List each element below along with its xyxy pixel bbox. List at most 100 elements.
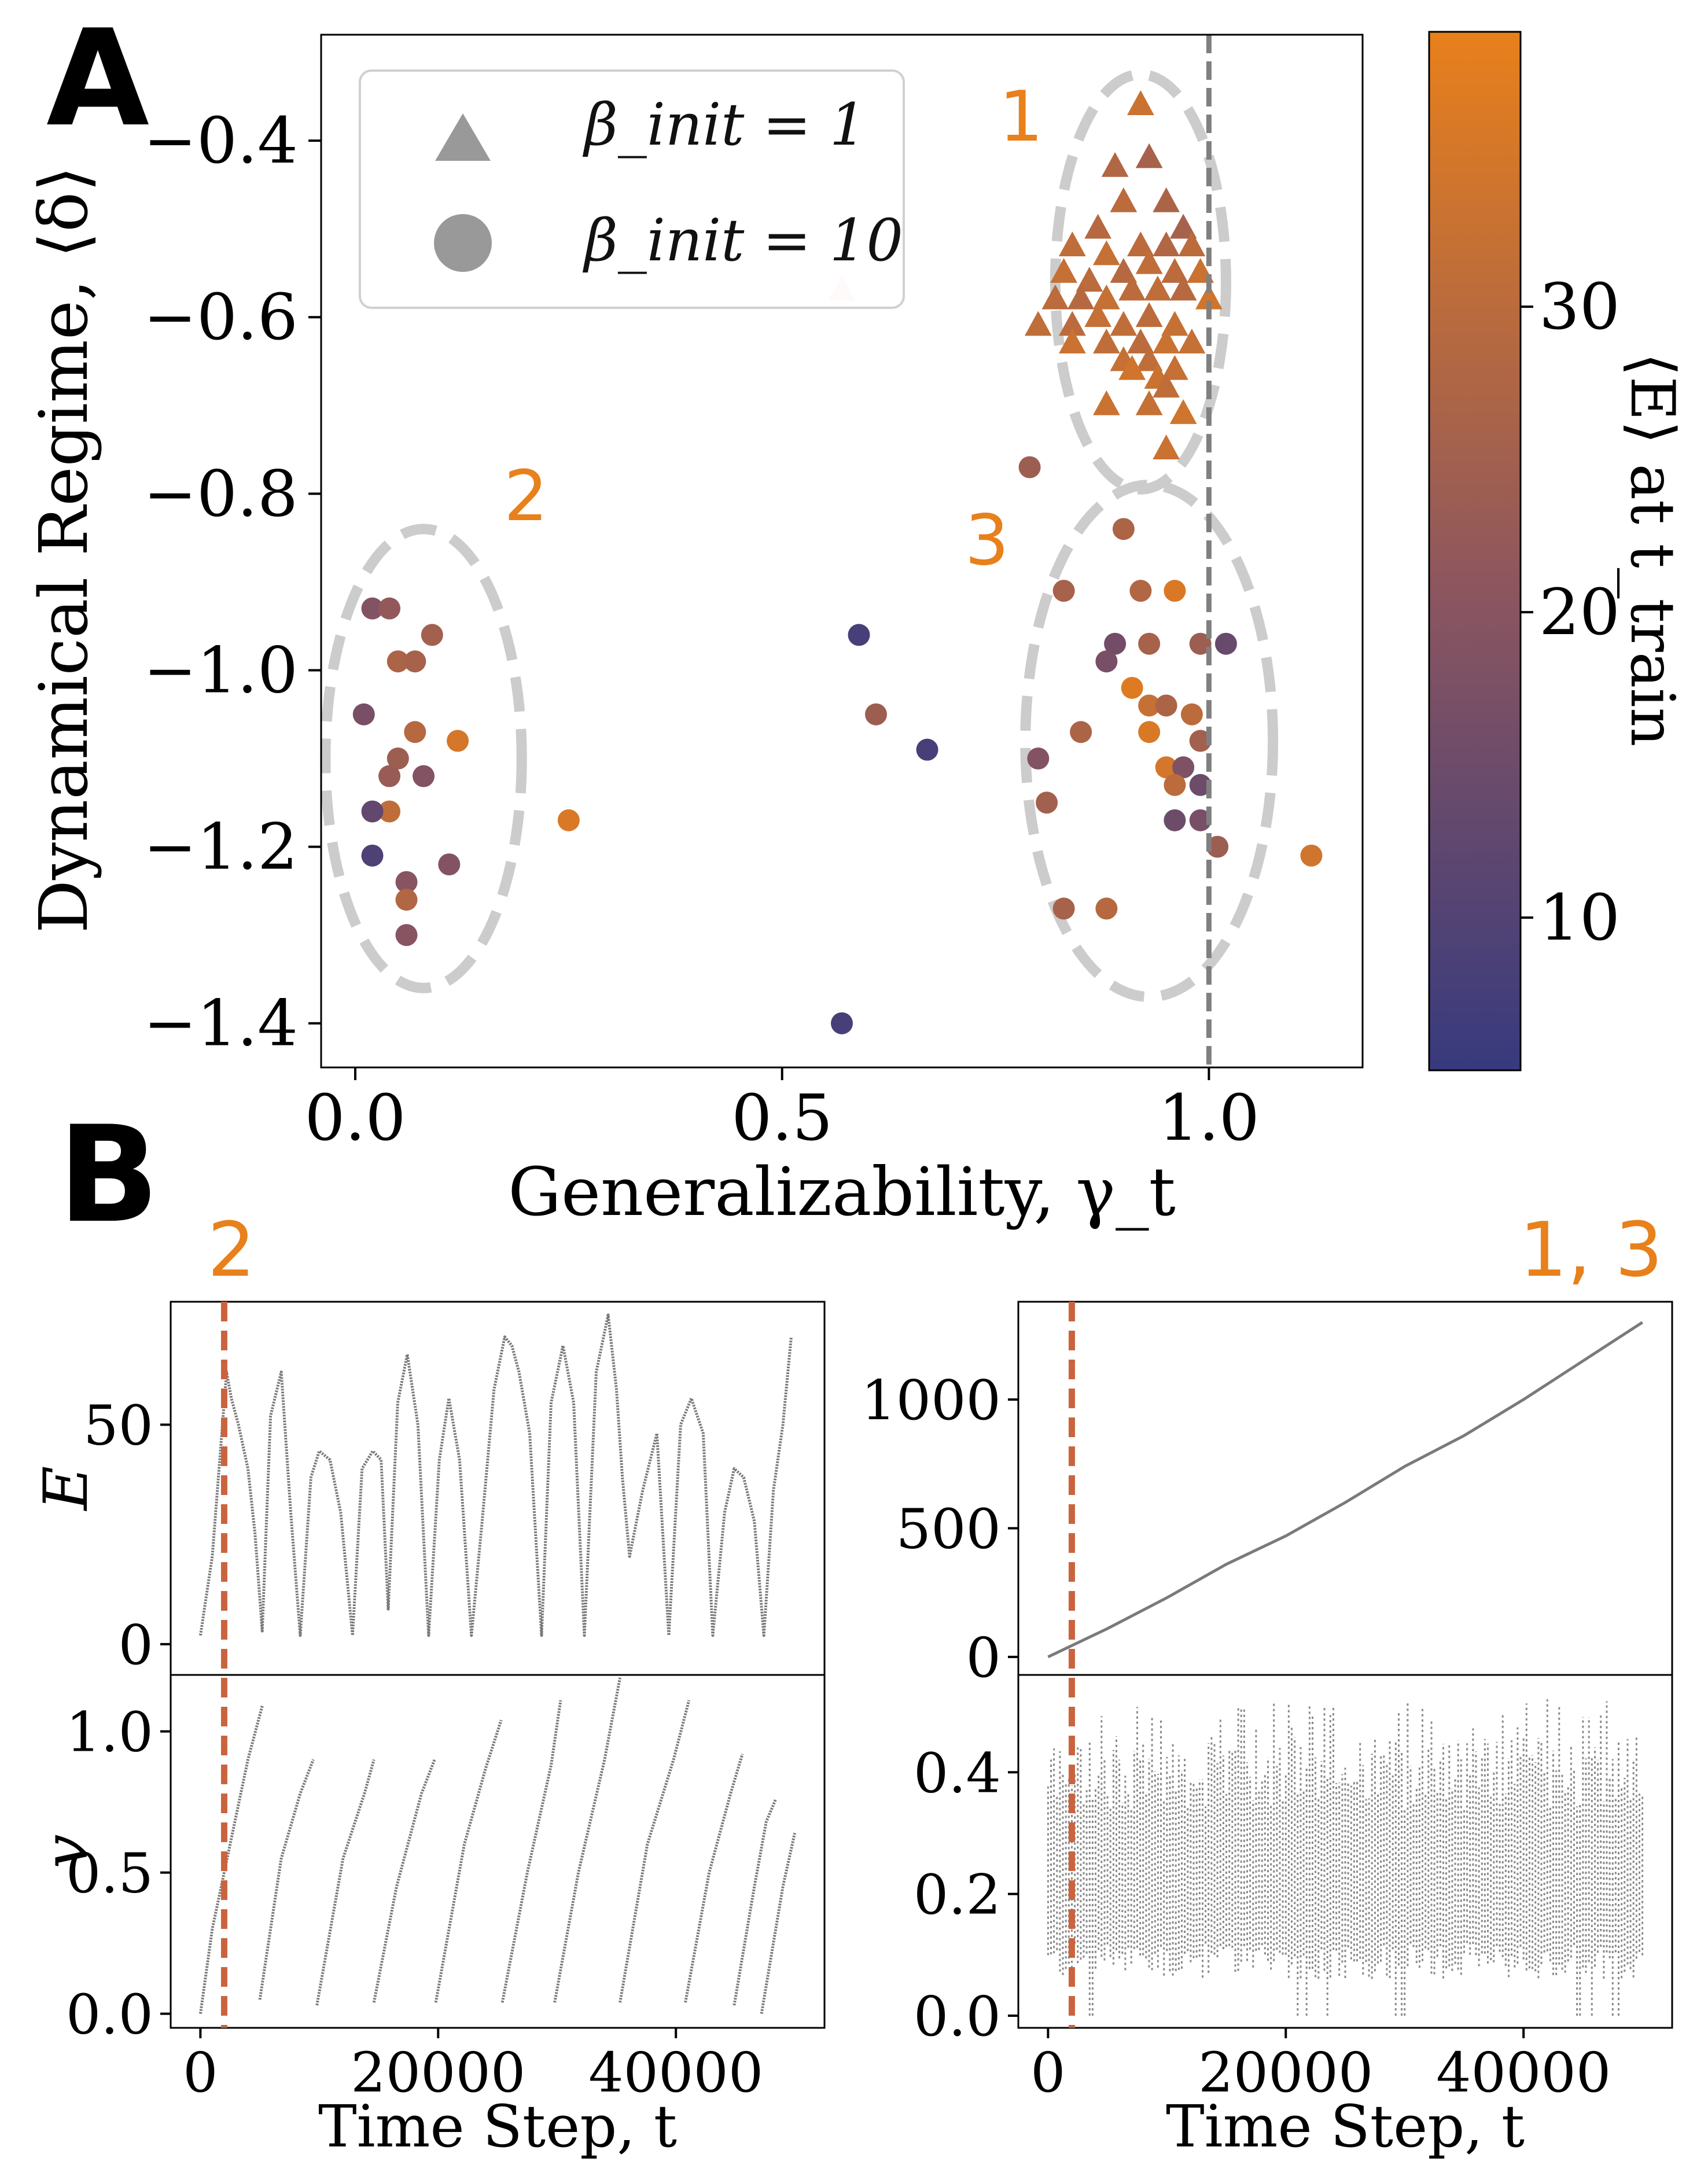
circle-point-43: [1164, 774, 1186, 796]
br-x-tick-label-1: 20000: [1198, 2041, 1373, 2105]
legend-triangle-marker: [435, 113, 491, 161]
circle-point-28: [1104, 632, 1127, 655]
circle-point-33: [1121, 676, 1143, 699]
br-bottom-y-tick-label-1: 0.2: [914, 1864, 1001, 1927]
circle-point-14: [438, 853, 461, 876]
velocity-segment-6: [553, 1677, 622, 2003]
region-ellipse-3: [1020, 480, 1279, 1002]
triangle-point-21: [1118, 275, 1146, 301]
circle-point-48: [1206, 835, 1229, 858]
circle-point-11: [378, 800, 401, 823]
velocity-band-right: [1047, 1699, 1644, 2016]
circle-point-10: [413, 765, 435, 787]
triangle-point-22: [1144, 275, 1172, 301]
triangle-point-41: [1153, 373, 1180, 398]
circle-point-9: [378, 765, 401, 787]
legend-box: [359, 69, 905, 309]
circle-point-18: [557, 809, 580, 831]
x-axis-label-br: Time Step, t: [1166, 2093, 1525, 2160]
axis-ticks-a: 0.0 0.5 1.0 −0.4 −0.6 −0.8 −1.0 −1.2 −1.4: [143, 104, 1260, 1155]
circle-point-35: [1155, 694, 1177, 717]
circle-point-44: [1027, 747, 1050, 770]
axes-frame-bl-bottom: [170, 1674, 826, 2029]
br-bottom-y-tick-label-0: 0.0: [914, 1985, 1001, 2049]
triangle-point-45: [1153, 434, 1180, 459]
circle-point-22: [831, 1012, 853, 1034]
circle-point-16: [395, 889, 418, 911]
circle-point-42: [1189, 774, 1212, 796]
region-label-3: 3: [965, 500, 1009, 581]
triangle-point-44: [1169, 399, 1197, 424]
circle-point-12: [361, 800, 384, 823]
circle-point-8: [386, 747, 409, 770]
axis-ticks-br: 0 20000 40000 0 500 1000 0.0 0.2 0.4: [861, 1369, 1611, 2105]
triangle-point-34: [1153, 328, 1180, 353]
region-label-2: 2: [504, 456, 548, 537]
circle-point-6: [404, 721, 426, 743]
circle-point-26: [1129, 580, 1152, 602]
triangle-point-42: [1092, 390, 1120, 415]
triangle-point-5: [1084, 213, 1112, 239]
axis-ticks-bl: 0 20000 40000 0 50 0.0 0.5 1.0: [66, 1394, 763, 2105]
br-bottom-y-tick-label-2: 0.4: [914, 1741, 1001, 1805]
circle-point-25: [1052, 580, 1075, 602]
circle-point-17: [395, 924, 418, 947]
triangle-point-18: [1041, 284, 1069, 310]
triangle-point-35: [1178, 328, 1206, 353]
circle-point-0: [361, 597, 384, 620]
triangle-point-11: [1178, 231, 1206, 257]
x-tick-label-a-1: 0.5: [731, 1081, 833, 1155]
triangle-point-43: [1135, 390, 1163, 415]
y-tick-label-a-4: −1.2: [143, 810, 298, 884]
axes-frame-a: [320, 34, 1364, 1069]
region-labels: 1 2 3: [504, 77, 1043, 581]
scatter-panel-a: 0.0 0.5 1.0 −0.4 −0.6 −0.8 −1.0 −1.2 −1.4 1 2 3 β_…: [25, 31, 1688, 1231]
velocity-segment-5: [500, 1700, 562, 2003]
velocity-segment-2: [315, 1759, 376, 2006]
colorbar-tick-label-1: 20: [1539, 575, 1620, 649]
triangle-point-3: [1110, 187, 1138, 212]
energy-line-right: [1047, 1321, 1643, 1659]
triangle-point-15: [1135, 249, 1163, 274]
y-tick-label-a-2: −0.8: [143, 456, 298, 531]
circle-point-29: [1138, 632, 1161, 655]
y-axis-label-a: Dynamical Regime, ⟨δ⟩: [25, 166, 103, 933]
velocity-segment-7: [619, 1700, 691, 2003]
triangle-point-28: [1110, 311, 1138, 336]
energy-trace-left: [198, 1313, 793, 1637]
panel-label-a: A: [46, 2, 149, 156]
y-tick-label-a-0: −0.4: [143, 104, 298, 178]
axes-frame-br-top: [1017, 1301, 1673, 1676]
triangle-point-14: [1110, 257, 1138, 283]
circle-point-21: [916, 738, 938, 761]
triangle-point-25: [1024, 311, 1052, 336]
circle-point-49: [1300, 844, 1323, 867]
triangle-point-32: [1092, 328, 1120, 353]
triangle-point-26: [1058, 311, 1086, 336]
triangle-point-16: [1161, 257, 1188, 283]
circle-point-41: [1172, 756, 1195, 779]
circle-point-13: [361, 844, 384, 867]
circle-point-5: [352, 703, 375, 726]
circle-point-31: [1214, 632, 1237, 655]
circle-point-34: [1138, 694, 1161, 717]
y-tick-label-a-5: −1.4: [143, 986, 298, 1060]
panel-b-left: 2 0 20000 40000 0 50 0.0 0.5 1.0 E v Time Step,…: [31, 1206, 826, 2160]
x-tick-label-a-2: 1.0: [1158, 1081, 1260, 1155]
circle-point-1: [378, 597, 401, 620]
triangle-point-7: [1058, 231, 1086, 257]
circle-point-45: [1036, 791, 1058, 814]
triangle-point-6: [1169, 213, 1197, 239]
triangle-point-9: [1127, 231, 1154, 257]
axes-frame-br-bottom: [1017, 1674, 1673, 2029]
bl-top-y-tick-label-1: 50: [83, 1394, 153, 1457]
circle-point-24: [1112, 518, 1135, 540]
y-axis-label-velocity: v: [31, 1834, 101, 1868]
bl-top-y-tick-label-0: 0: [119, 1614, 153, 1677]
velocity-segment-8: [684, 1753, 744, 2003]
colorbar-tick-label-0: 10: [1539, 881, 1620, 955]
circle-point-7: [447, 730, 469, 752]
br-top-y-tick-label-1: 500: [896, 1497, 1001, 1561]
triangle-point-8: [1092, 240, 1120, 266]
energy-line-left: [198, 1313, 793, 1637]
